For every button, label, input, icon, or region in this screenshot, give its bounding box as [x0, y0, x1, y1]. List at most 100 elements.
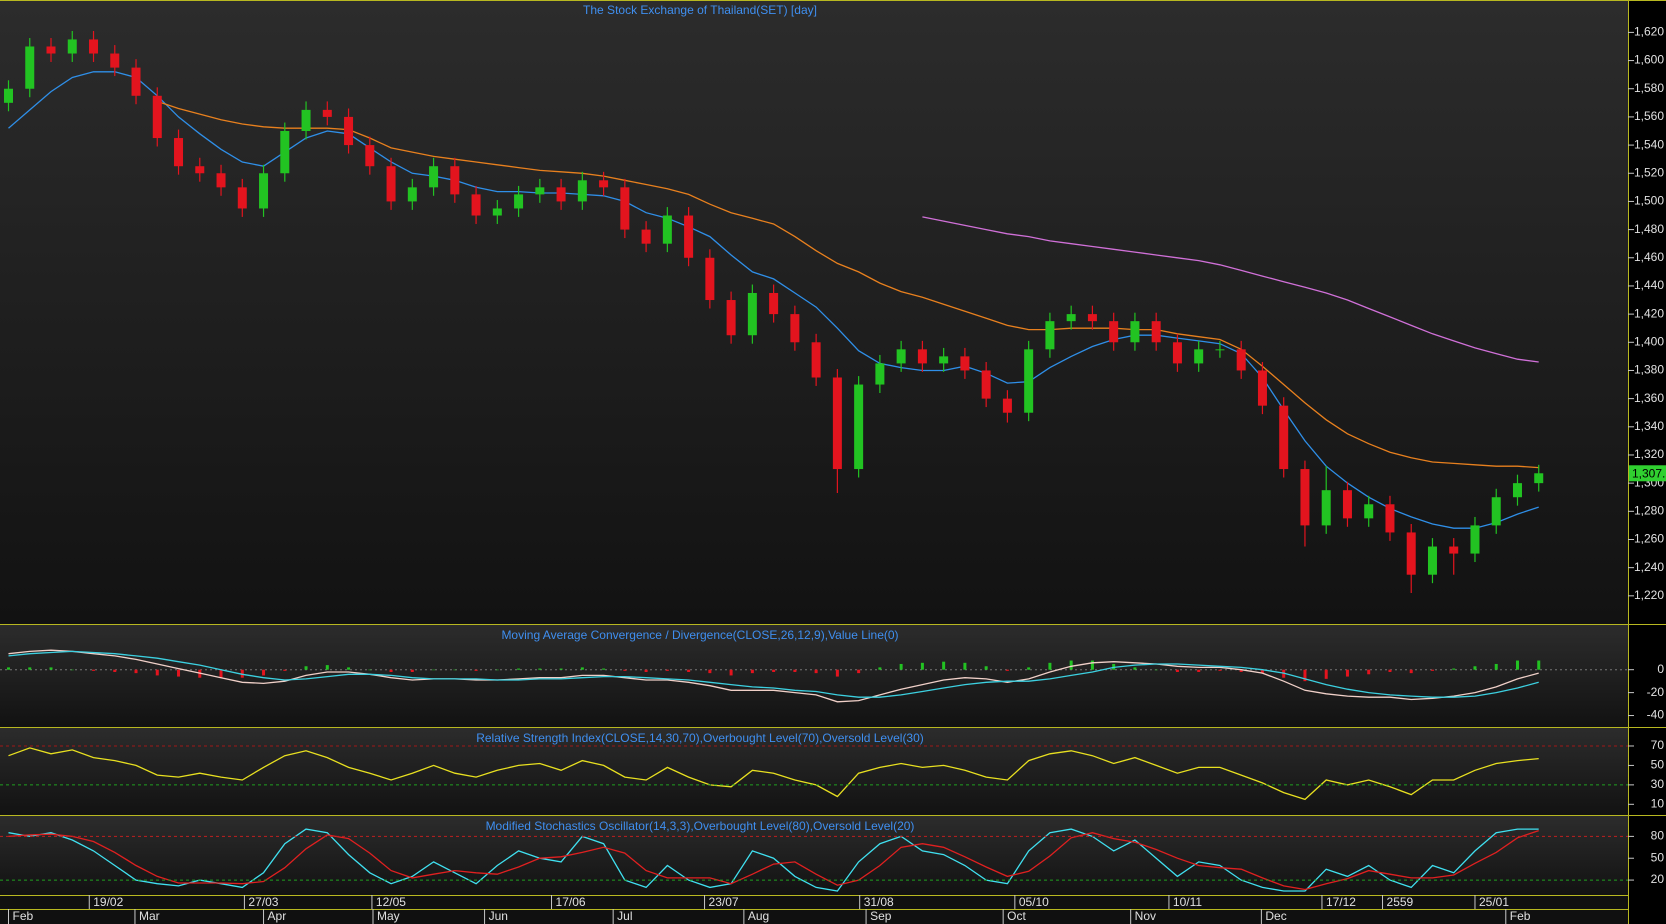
y-tick-label: -20 [1647, 685, 1665, 699]
candle-body [854, 384, 864, 470]
y-tick-label: 1,440 [1634, 278, 1664, 292]
histogram-bar [644, 669, 648, 672]
candle-body [960, 356, 970, 371]
histogram-bar [1027, 667, 1031, 670]
candle-body [1534, 473, 1544, 484]
y-tick-label: -40 [1647, 708, 1665, 722]
candle-body [174, 138, 184, 167]
candle-body [1151, 321, 1161, 343]
candle-body [1449, 546, 1459, 554]
candle-body [1364, 504, 1374, 519]
candle-body [4, 88, 14, 103]
histogram-bar [857, 669, 861, 674]
candle-body [1427, 546, 1437, 575]
y-tick-label: 1,480 [1634, 222, 1664, 236]
candle-body [365, 145, 375, 167]
candle-body [280, 130, 290, 174]
histogram-bar [729, 669, 733, 676]
candle-body [896, 349, 906, 364]
candle-body [769, 292, 779, 315]
candle-body [25, 46, 35, 89]
y-tick-label: 1,340 [1634, 419, 1664, 433]
histogram-bar [70, 669, 74, 671]
month-label: Feb [1510, 909, 1531, 923]
candle-body [939, 356, 949, 364]
candle-body [1470, 525, 1480, 554]
candle-body [1236, 349, 1246, 371]
y-tick-label: 1,400 [1634, 334, 1664, 348]
histogram-bar [772, 669, 776, 672]
x-tick-label: 12/05 [376, 895, 406, 909]
histogram-bar [1197, 669, 1201, 672]
y-tick-label: 50 [1651, 758, 1665, 772]
indicator-line [8, 828, 1539, 892]
y-tick-label: 70 [1651, 738, 1665, 752]
indicator-line [8, 650, 1539, 698]
histogram-bar [92, 669, 96, 671]
candle-body [599, 180, 609, 188]
histogram-bar [1367, 669, 1371, 675]
candle-body [110, 53, 120, 68]
candle-body [726, 300, 736, 336]
histogram-bar [963, 662, 967, 670]
y-tick-label: 1,460 [1634, 250, 1664, 264]
panel-title: The Stock Exchange of Thailand(SET) [day… [583, 3, 817, 17]
month-label: Feb [13, 909, 34, 923]
x-tick-label: 17/12 [1326, 895, 1356, 909]
month-label: Jul [617, 909, 632, 923]
candle-body [152, 95, 162, 139]
histogram-bar [28, 667, 32, 670]
histogram-bar [580, 667, 584, 670]
candle-body [832, 377, 842, 470]
moving-average [157, 100, 1539, 469]
month-label: Nov [1135, 909, 1156, 923]
candle-body [1300, 469, 1310, 526]
y-tick-label: 80 [1651, 829, 1665, 843]
candle-body [620, 187, 630, 230]
histogram-bar [1494, 663, 1498, 670]
candle-body [684, 215, 694, 258]
histogram-bar [814, 669, 818, 674]
month-label: Mar [139, 909, 160, 923]
candle-body [492, 208, 502, 216]
month-label: Dec [1265, 909, 1286, 923]
candle-body [1087, 314, 1097, 322]
histogram-bar [920, 662, 924, 670]
histogram-bar [49, 667, 53, 670]
histogram-bar [474, 669, 478, 671]
panel-title: Moving Average Convergence / Divergence(… [501, 628, 898, 642]
candle-body [1342, 490, 1352, 519]
candle-body [705, 257, 715, 301]
histogram-bar [1005, 669, 1009, 671]
histogram-bar [283, 669, 287, 671]
histogram-bar [1324, 669, 1328, 679]
candle-body [407, 187, 417, 202]
y-tick-label: 30 [1651, 777, 1665, 791]
histogram-bar [155, 669, 159, 676]
y-tick-label: 1,240 [1634, 560, 1664, 574]
y-tick-label: 1,420 [1634, 306, 1664, 320]
y-tick-label: 1,540 [1634, 137, 1664, 151]
y-tick-label: 1,280 [1634, 503, 1664, 517]
candle-body [556, 187, 566, 202]
candle-body [195, 166, 205, 174]
candle-body [535, 187, 545, 195]
histogram-bar [1154, 669, 1158, 671]
indicator-line [8, 649, 1539, 703]
candle-body [471, 194, 481, 216]
candle-body [386, 166, 396, 202]
month-label: Oct [1007, 909, 1026, 923]
y-tick-label: 1,560 [1634, 109, 1664, 123]
y-tick-label: 1,320 [1634, 447, 1664, 461]
x-tick-label: 25/01 [1479, 895, 1509, 909]
x-tick-label: 05/10 [1019, 895, 1049, 909]
histogram-bar [559, 668, 563, 670]
candle-body [790, 314, 800, 343]
histogram-bar [453, 669, 457, 671]
histogram-bar [1515, 660, 1519, 670]
histogram-bar [1537, 660, 1541, 670]
candle-body [747, 292, 757, 336]
candle-body [322, 109, 332, 117]
histogram-bar [495, 669, 499, 671]
candle-body [1215, 349, 1225, 351]
